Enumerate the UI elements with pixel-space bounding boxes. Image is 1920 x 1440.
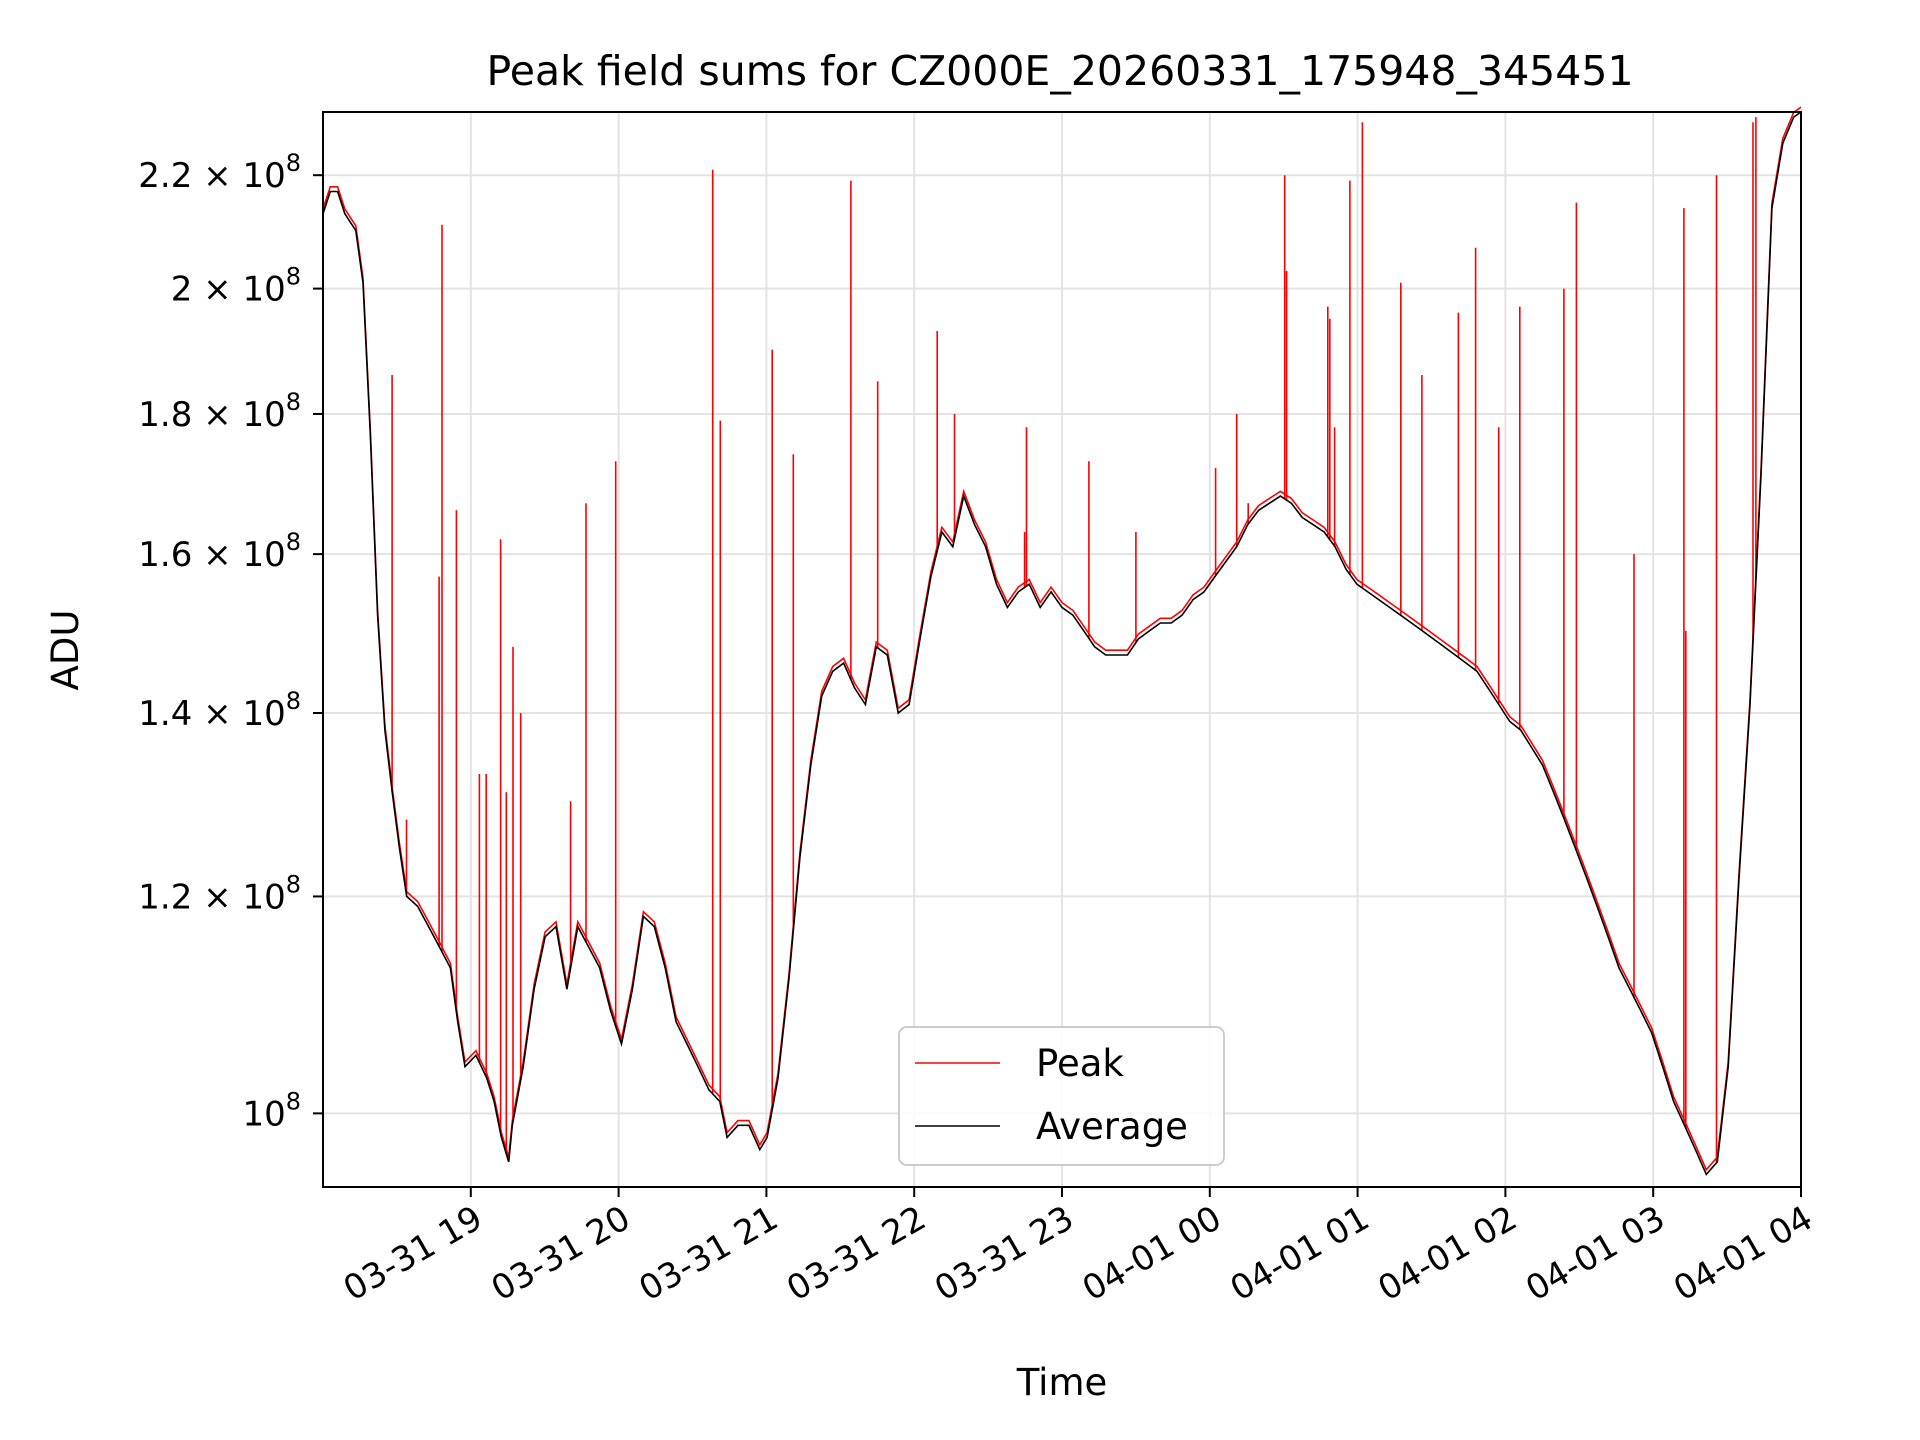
y-tick-exponent: 8 xyxy=(286,687,301,715)
y-tick-label: 1.4 × 108 xyxy=(138,687,301,734)
y-tick-exponent: 8 xyxy=(286,149,301,177)
legend: Peak Average xyxy=(898,1026,1225,1166)
y-tick-label: 2.2 × 108 xyxy=(138,149,301,196)
y-axis-label: ADU xyxy=(44,610,87,691)
y-tick-mantissa: 1.2 × 10 xyxy=(138,877,285,917)
legend-box xyxy=(898,1026,1225,1166)
y-tick-label: 1.6 × 108 xyxy=(138,528,301,575)
series-peak xyxy=(322,106,1802,1172)
series-average xyxy=(322,111,1802,1176)
y-tick-mantissa: 1.6 × 10 xyxy=(138,535,285,575)
legend-peak-label: Peak xyxy=(1036,1042,1124,1085)
y-tick-label: 108 xyxy=(242,1087,301,1134)
x-axis-label: Time xyxy=(1016,1361,1108,1404)
y-tick-exponent: 8 xyxy=(286,263,301,291)
chart-title: Peak field sums for CZ000E_20260331_1759… xyxy=(486,47,1633,95)
y-tick-exponent: 8 xyxy=(286,870,301,898)
y-tick-label: 1.2 × 108 xyxy=(138,870,301,917)
y-tick-label: 2 × 108 xyxy=(171,263,301,310)
y-tick-mantissa: 1.4 × 10 xyxy=(138,694,285,734)
y-tick-exponent: 8 xyxy=(286,528,301,556)
legend-average-label: Average xyxy=(1036,1105,1188,1148)
y-tick-mantissa: 2 × 10 xyxy=(171,270,286,310)
y-tick-mantissa: 10 xyxy=(242,1094,285,1134)
y-tick-mantissa: 1.8 × 10 xyxy=(138,395,285,435)
y-tick-exponent: 8 xyxy=(286,1087,301,1115)
y-tick-exponent: 8 xyxy=(286,388,301,416)
y-tick-mantissa: 2.2 × 10 xyxy=(138,156,285,196)
y-tick-label: 1.8 × 108 xyxy=(138,388,301,435)
average-line xyxy=(322,111,1802,1176)
peak-line xyxy=(322,106,1802,1172)
